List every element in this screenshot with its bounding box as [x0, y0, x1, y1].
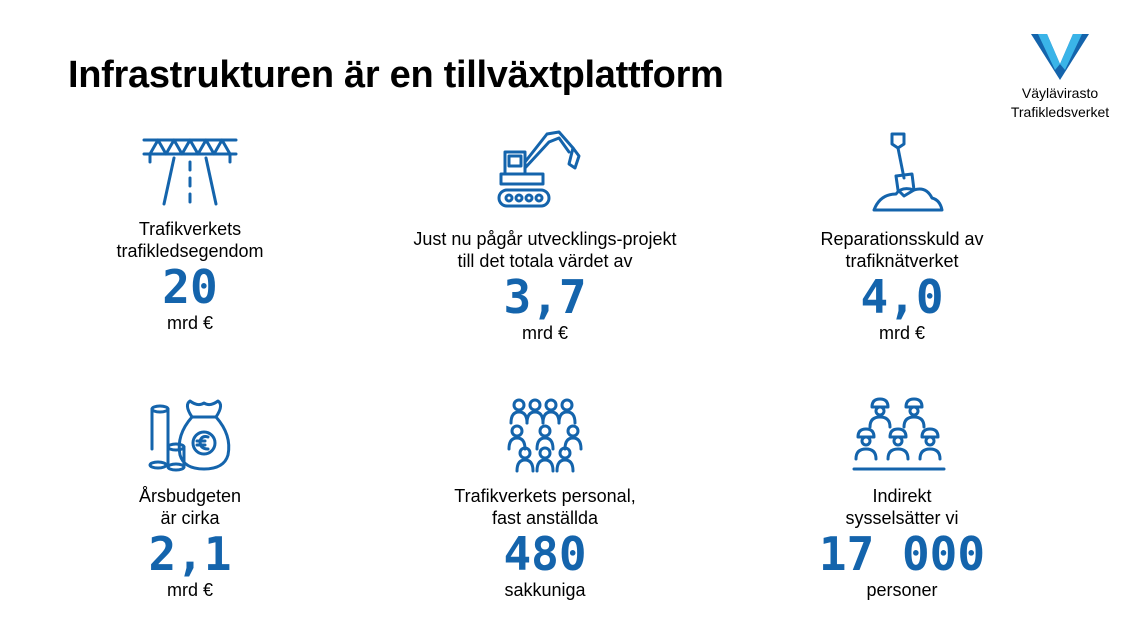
stat-card-indirect-jobs: Indirekt sysselsätter vi 17 000 personer — [732, 395, 1072, 601]
card-label-line1: Trafikverkets — [138, 219, 242, 239]
stat-card-budget: Årsbudgeten är cirka 2,1 mrd € — [20, 395, 360, 601]
card-unit: mrd € — [166, 313, 213, 333]
card-unit: personer — [866, 580, 938, 600]
card-unit: mrd € — [878, 323, 925, 343]
card-value: 20 — [162, 260, 218, 314]
vaylavirasto-logo-icon — [1031, 34, 1089, 80]
card-label-line2: trafiknätverket — [845, 251, 959, 271]
card-label-line1: Årsbudgeten — [138, 486, 242, 506]
card-label-line2: trafikledsegendom — [116, 241, 264, 261]
card-value: 17 000 — [818, 527, 986, 581]
card-unit: mrd € — [521, 323, 568, 343]
card-label-line2: sysselsätter vi — [845, 508, 959, 528]
stat-card-property: Trafikverkets trafikledsegendom 20 mrd € — [20, 128, 360, 334]
card-value: 4,0 — [860, 270, 944, 324]
page-title: Infrastrukturen är en tillväxtplattform — [68, 54, 724, 96]
workers-icon — [852, 397, 946, 471]
logo-text-line1: Väylävirasto — [1021, 85, 1099, 101]
card-value: 3,7 — [503, 270, 587, 324]
card-value: 2,1 — [148, 527, 232, 581]
bridge-road-icon — [142, 138, 238, 206]
card-value: 480 — [503, 527, 587, 581]
people-group-icon — [507, 398, 583, 473]
logo: Väylävirasto Trafikledsverket — [990, 30, 1130, 122]
stat-card-repair-debt: Reparationsskuld av trafiknätverket 4,0 … — [732, 128, 1072, 344]
shovel-icon — [872, 132, 944, 212]
logo-text-line2: Trafikledsverket — [1010, 104, 1110, 120]
card-label-line1: Indirekt — [872, 486, 932, 506]
card-unit: sakkuniga — [504, 580, 586, 600]
card-label-line1: Just nu pågår utvecklings-projekt — [413, 229, 677, 249]
card-label-line1: Reparationsskuld av — [820, 229, 984, 249]
card-label-line2: till det totala värdet av — [457, 251, 633, 271]
card-label-line1: Trafikverkets personal, — [454, 486, 636, 506]
stat-card-personnel: Trafikverkets personal, fast anställda 4… — [375, 395, 715, 601]
money-bag-icon — [148, 399, 231, 472]
card-label-line2: är cirka — [160, 508, 220, 528]
excavator-icon — [497, 130, 581, 208]
card-unit: mrd € — [166, 580, 213, 600]
stat-card-projects: Just nu pågår utvecklings-projekt till d… — [375, 128, 715, 344]
card-label-line2: fast anställda — [491, 508, 599, 528]
